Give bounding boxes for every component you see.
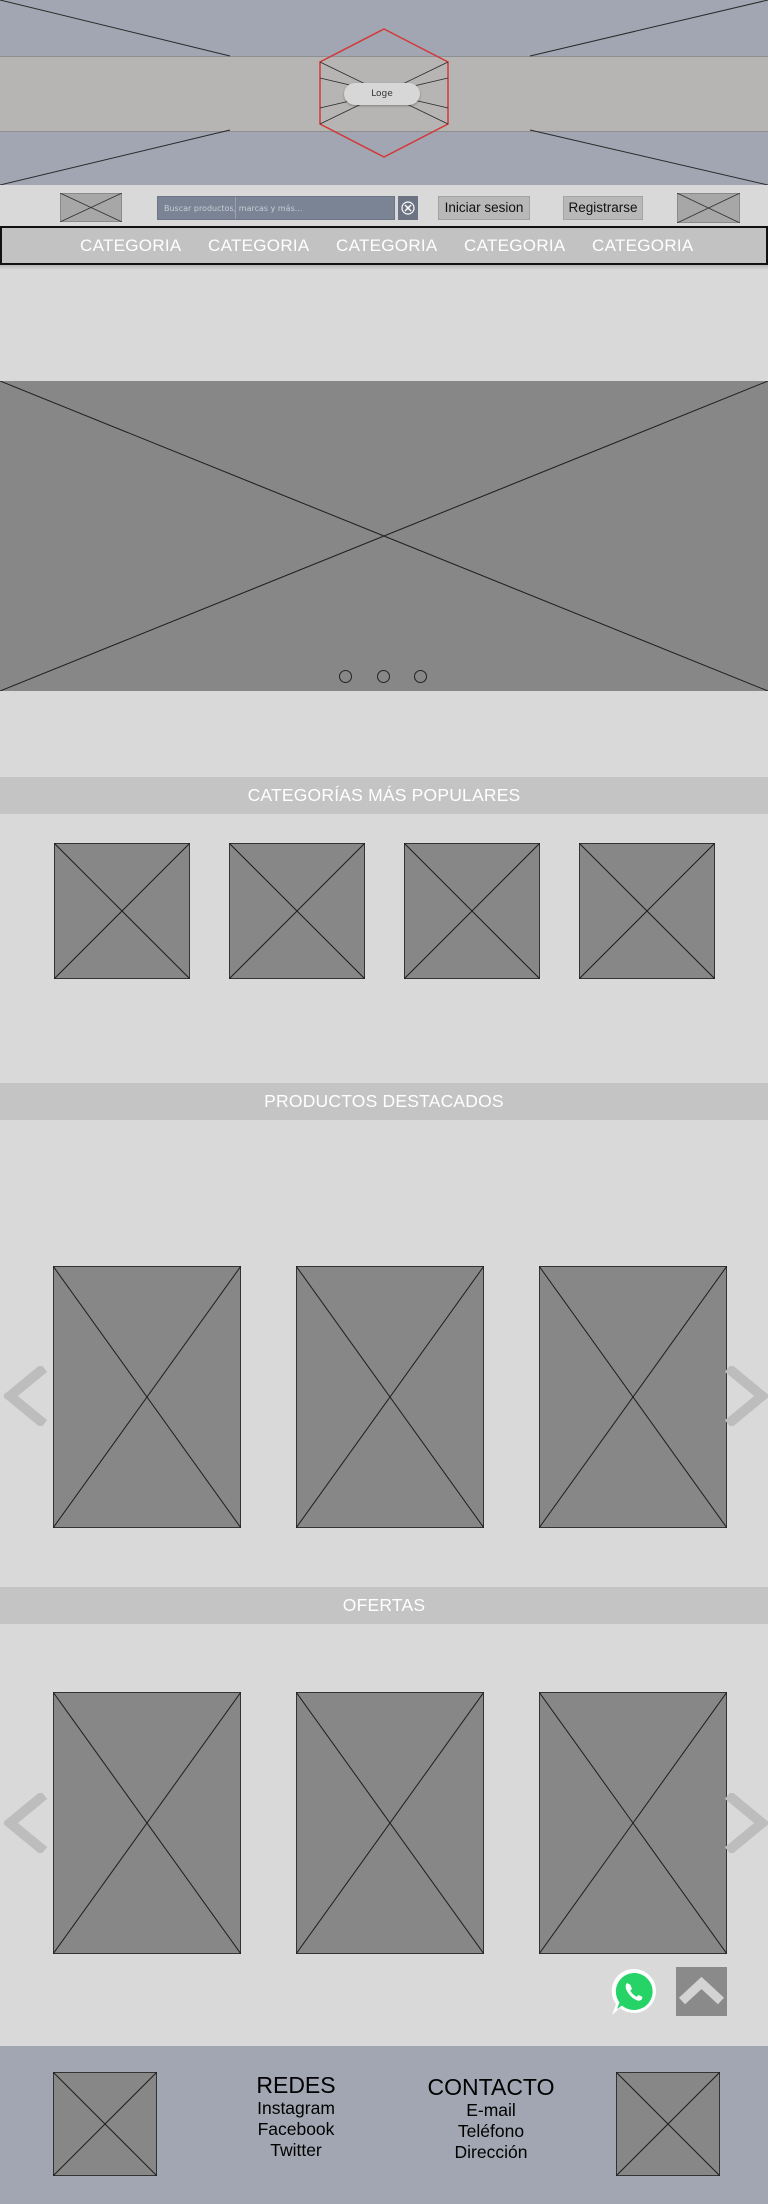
- offers-title: OFERTAS: [0, 1587, 768, 1624]
- featured-next-arrow[interactable]: [724, 1366, 768, 1426]
- featured-product-1[interactable]: [53, 1266, 241, 1528]
- offer-product-1[interactable]: [53, 1692, 241, 1954]
- left-logo-image[interactable]: [60, 193, 122, 222]
- nav-shadow: [0, 265, 768, 270]
- featured-prev-arrow[interactable]: [4, 1366, 48, 1426]
- search-bar: [157, 196, 395, 220]
- nav-item-category-3[interactable]: CATEGORIA: [336, 236, 438, 255]
- offers-next-arrow[interactable]: [724, 1793, 768, 1853]
- featured-product-2[interactable]: [296, 1266, 484, 1528]
- footer-left-image: [53, 2072, 157, 2176]
- header: Loge: [0, 0, 768, 185]
- back-to-top-button[interactable]: [676, 1967, 727, 2016]
- footer-contact-title: CONTACTO: [427, 2074, 555, 2100]
- search-divider: [235, 197, 236, 219]
- chevron-up-icon: [678, 1976, 725, 2005]
- offer-product-2[interactable]: [296, 1692, 484, 1954]
- footer-social-title: REDES: [256, 2072, 336, 2098]
- footer-link-facebook[interactable]: Facebook: [257, 2119, 335, 2139]
- hero-carousel-image[interactable]: [0, 381, 768, 691]
- header-banner-image: [0, 0, 768, 185]
- footer-link-twitter[interactable]: Twitter: [270, 2140, 322, 2160]
- footer-link-phone[interactable]: Teléfono: [457, 2121, 525, 2141]
- search-clear-button[interactable]: [398, 196, 418, 220]
- footer-link-email[interactable]: E-mail: [466, 2100, 516, 2120]
- offer-product-3[interactable]: [539, 1692, 727, 1954]
- footer-right-image: [616, 2072, 720, 2176]
- search-input[interactable]: [164, 197, 364, 219]
- featured-product-3[interactable]: [539, 1266, 727, 1528]
- whatsapp-button[interactable]: [608, 1966, 660, 2018]
- popular-category-4[interactable]: [579, 843, 715, 979]
- nav-item-category-2[interactable]: CATEGORIA: [208, 236, 310, 255]
- close-icon: [401, 201, 415, 215]
- right-logo-image[interactable]: [677, 193, 740, 223]
- carousel-dot-3[interactable]: [414, 670, 427, 683]
- carousel-dot-1[interactable]: [339, 670, 352, 683]
- footer: REDES Instagram Facebook Twitter CONTACT…: [0, 2046, 768, 2204]
- popular-category-3[interactable]: [404, 843, 540, 979]
- popular-categories-title: CATEGORÍAS MÁS POPULARES: [0, 777, 768, 814]
- nav-item-category-4[interactable]: CATEGORIA: [464, 236, 566, 255]
- footer-link-instagram[interactable]: Instagram: [257, 2098, 335, 2118]
- popular-category-1[interactable]: [54, 843, 190, 979]
- nav-item-category-5[interactable]: CATEGORIA: [592, 236, 694, 255]
- category-nav: CATEGORIA CATEGORIA CATEGORIA CATEGORIA …: [0, 226, 768, 265]
- register-button[interactable]: Registrarse: [563, 196, 643, 220]
- footer-link-address[interactable]: Dirección: [454, 2142, 528, 2162]
- login-button[interactable]: Iniciar sesion: [438, 196, 530, 220]
- nav-item-category-1[interactable]: CATEGORIA: [80, 236, 182, 255]
- featured-products-title: PRODUCTOS DESTACADOS: [0, 1083, 768, 1120]
- offers-prev-arrow[interactable]: [4, 1793, 48, 1853]
- popular-category-2[interactable]: [229, 843, 365, 979]
- logo-text[interactable]: Loge: [344, 83, 420, 105]
- carousel-dot-2[interactable]: [377, 670, 390, 683]
